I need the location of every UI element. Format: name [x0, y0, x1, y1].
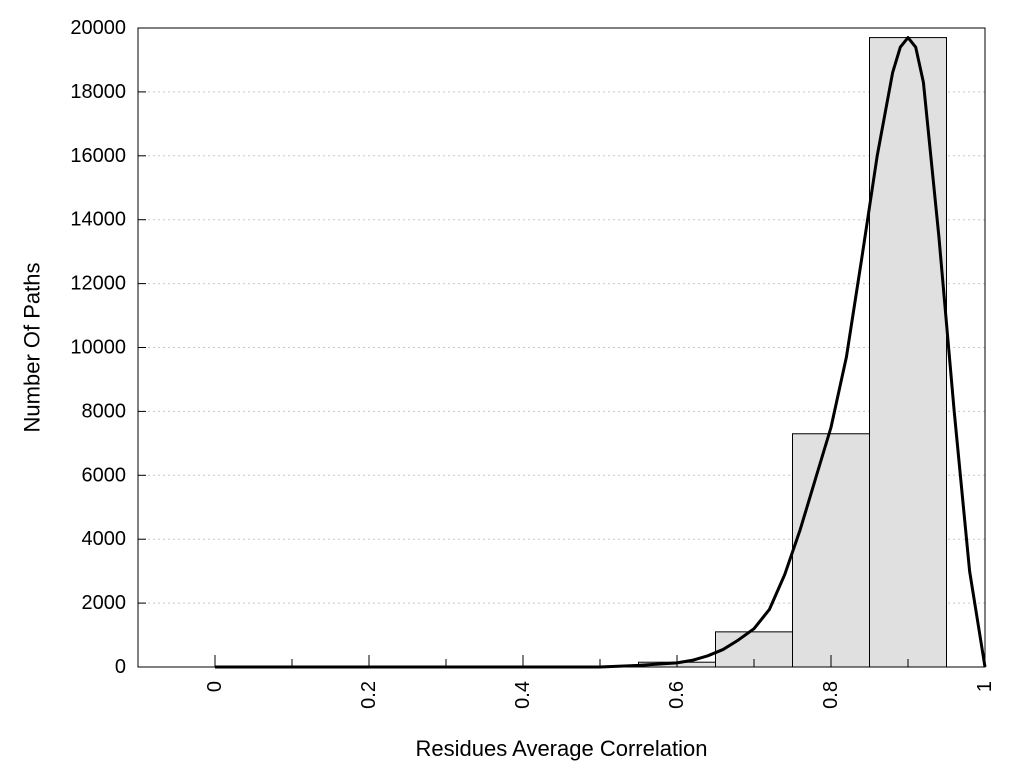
fit-curve-line: [215, 36, 987, 669]
y-tick-label-2: 4000: [82, 528, 127, 550]
y-tick-label-8: 16000: [70, 145, 126, 167]
y-tick-label-9: 18000: [70, 81, 126, 103]
y-tick-label-4: 8000: [82, 400, 127, 422]
x-tick-label-1: 0.2: [358, 681, 380, 709]
y-tick-label-5: 10000: [70, 337, 126, 359]
histogram-bar-9: [869, 37, 947, 668]
y-axis-label: Number Of Paths: [20, 263, 45, 433]
x-tick-label-4: 0.8: [820, 681, 842, 709]
histogram-bar-8: [792, 433, 870, 668]
y-tick-label-3: 6000: [82, 464, 127, 486]
x-tick-label-2: 0.4: [512, 681, 534, 709]
x-tick-label-5: 1: [974, 681, 996, 692]
fit-curve: [215, 36, 987, 669]
x-tick-label-3: 0.6: [666, 681, 688, 709]
y-tick-label-7: 14000: [70, 209, 126, 231]
x-axis-label: Residues Average Correlation: [416, 736, 708, 761]
x-tick-label-0: 0: [204, 681, 226, 692]
y-tick-label-1: 2000: [82, 592, 127, 614]
y-axis-ticks: 0 2000 4000 6000 8000 10000 12000 14000 16000 180…: [70, 17, 146, 678]
y-tick-label-0: 0: [115, 656, 126, 678]
histogram-bars: [638, 37, 947, 668]
x-axis-ticks: 0 0.2 0.4 0.6 0.8 1: [204, 655, 996, 709]
y-tick-label-10: 20000: [70, 17, 126, 39]
y-tick-label-6: 12000: [70, 273, 126, 295]
